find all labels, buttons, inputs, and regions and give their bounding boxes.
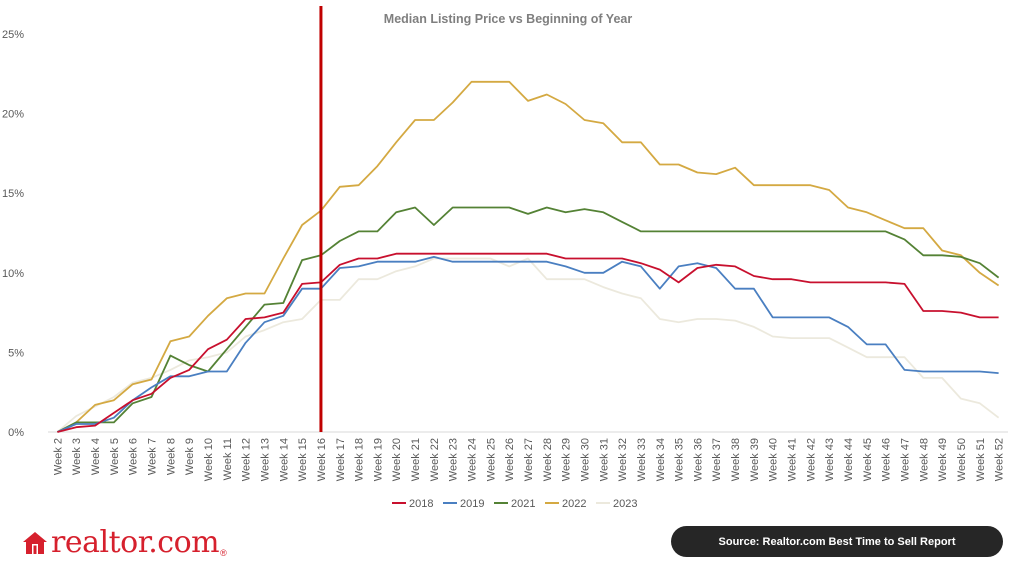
chart-title: Median Listing Price vs Beginning of Yea… xyxy=(384,12,633,26)
x-tick-label: Week 47 xyxy=(899,438,911,481)
series-line-2023 xyxy=(56,257,1000,433)
realtor-logo: realtor.com ® xyxy=(22,528,227,558)
x-tick-label: Week 41 xyxy=(787,438,799,481)
legend: 2018 2019 2021 2022 2023 xyxy=(392,498,637,510)
x-tick-label: Week 3 xyxy=(71,438,83,475)
x-tick-label: Week 21 xyxy=(410,438,422,481)
y-tick-label: 20% xyxy=(2,109,24,121)
series-line-2021 xyxy=(56,206,1000,433)
logo-registered-mark: ® xyxy=(220,548,227,558)
x-tick-label: Week 19 xyxy=(372,438,384,481)
x-tick-label: Week 2 xyxy=(52,438,64,475)
x-tick-label: Week 42 xyxy=(805,438,817,481)
legend-label-2023: 2023 xyxy=(613,498,637,510)
house-icon xyxy=(23,532,47,554)
x-tick-label: Week 45 xyxy=(862,438,874,481)
x-tick-label: Week 39 xyxy=(749,438,761,481)
x-tick-label: Week 24 xyxy=(467,438,479,481)
x-tick-label: Week 12 xyxy=(241,438,253,481)
x-tick-label: Week 13 xyxy=(259,438,271,481)
y-tick-label: 0% xyxy=(8,427,24,439)
x-tick-label: Week 25 xyxy=(485,438,497,481)
legend-label-2021: 2021 xyxy=(511,498,535,510)
x-tick-label: Week 31 xyxy=(598,438,610,481)
x-tick-label: Week 8 xyxy=(165,438,177,475)
x-tick-label: Week 51 xyxy=(975,438,987,481)
x-tick-label: Week 37 xyxy=(711,438,723,481)
x-tick-label: Week 6 xyxy=(128,438,140,475)
x-tick-label: Week 32 xyxy=(617,438,629,481)
x-tick-label: Week 38 xyxy=(730,438,742,481)
x-tick-label: Week 17 xyxy=(335,438,347,481)
series-line-2019 xyxy=(57,255,999,433)
x-tick-label: Week 48 xyxy=(918,438,930,481)
x-tick-label: Week 7 xyxy=(147,438,159,475)
x-tick-label: Week 46 xyxy=(881,438,893,481)
x-tick-label: Week 35 xyxy=(674,438,686,481)
x-tick-label: Week 18 xyxy=(354,438,366,481)
x-axis-ticks: Week 2 Week 3 Week 4 Week 5 Week 6 Week 7 Week… xyxy=(52,438,1005,481)
y-tick-label: 25% xyxy=(2,29,24,41)
series-lines xyxy=(56,80,1000,433)
x-tick-label: Week 52 xyxy=(994,438,1006,481)
legend-label-2019: 2019 xyxy=(460,498,484,510)
x-tick-label: Week 36 xyxy=(692,438,704,481)
x-tick-label: Week 5 xyxy=(109,438,121,475)
x-tick-label: Week 23 xyxy=(448,438,460,481)
x-tick-label: Week 27 xyxy=(523,438,535,481)
legend-label-2022: 2022 xyxy=(562,498,586,510)
x-tick-label: Week 4 xyxy=(90,438,102,475)
x-tick-label: Week 9 xyxy=(184,438,196,475)
y-tick-label: 15% xyxy=(2,188,24,200)
source-label: Source: Realtor.com Best Time to Sell Re… xyxy=(718,535,956,548)
x-tick-label: Week 33 xyxy=(636,438,648,481)
x-tick-label: Week 28 xyxy=(542,438,554,481)
source-badge: Source: Realtor.com Best Time to Sell Re… xyxy=(671,526,1003,557)
series-line-2022 xyxy=(56,80,1000,433)
legend-label-2018: 2018 xyxy=(409,498,433,510)
x-tick-label: Week 43 xyxy=(824,438,836,481)
y-axis-ticks: 0% 5% 10% 15% 20% 25% xyxy=(2,29,24,439)
x-tick-label: Week 34 xyxy=(655,438,667,481)
x-tick-label: Week 50 xyxy=(956,438,968,481)
x-tick-label: Week 30 xyxy=(579,438,591,481)
line-chart: Median Listing Price vs Beginning of Yea… xyxy=(2,6,1008,510)
x-tick-label: Week 11 xyxy=(222,438,234,480)
x-tick-label: Week 49 xyxy=(937,438,949,481)
y-tick-label: 5% xyxy=(8,347,24,359)
x-tick-label: Week 14 xyxy=(278,438,290,481)
x-tick-label: Week 26 xyxy=(504,438,516,481)
series-line-2018 xyxy=(57,252,999,433)
x-tick-label: Week 44 xyxy=(843,438,855,481)
x-tick-label: Week 10 xyxy=(203,438,215,481)
x-tick-label: Week 22 xyxy=(429,438,441,481)
x-tick-label: Week 20 xyxy=(391,438,403,481)
logo-text: realtor.com xyxy=(51,525,220,560)
x-tick-label: Week 29 xyxy=(561,438,573,481)
x-tick-label: Week 16 xyxy=(316,438,328,481)
y-tick-label: 10% xyxy=(2,268,24,280)
x-tick-label: Week 15 xyxy=(297,438,309,481)
x-tick-label: Week 40 xyxy=(768,438,780,481)
